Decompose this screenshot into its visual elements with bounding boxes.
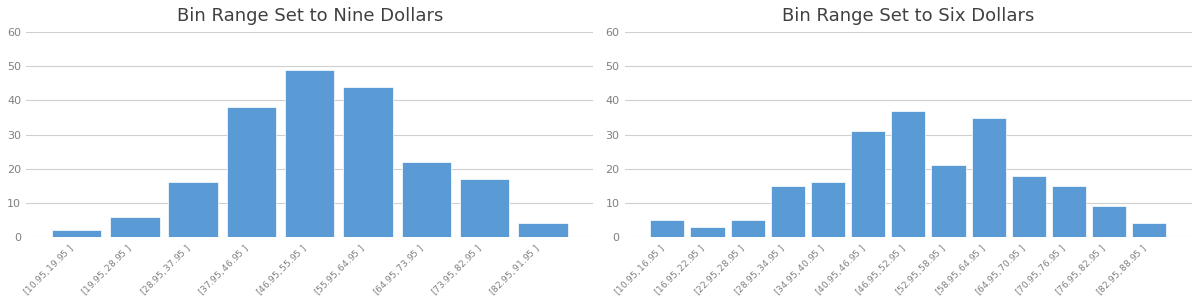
Bar bbox=[1092, 206, 1126, 237]
Bar bbox=[343, 87, 393, 237]
Bar bbox=[227, 107, 276, 237]
Bar bbox=[1132, 224, 1167, 237]
Bar bbox=[851, 131, 885, 237]
Bar bbox=[52, 230, 101, 237]
Bar bbox=[168, 182, 218, 237]
Bar bbox=[730, 220, 765, 237]
Bar bbox=[932, 165, 965, 237]
Bar bbox=[518, 224, 567, 237]
Bar bbox=[110, 217, 159, 237]
Bar bbox=[891, 111, 926, 237]
Bar bbox=[650, 220, 685, 237]
Bar bbox=[285, 70, 335, 237]
Bar bbox=[402, 162, 451, 237]
Title: Bin Range Set to Nine Dollars: Bin Range Set to Nine Dollars bbox=[176, 7, 442, 25]
Bar bbox=[811, 182, 845, 237]
Bar bbox=[691, 227, 724, 237]
Bar bbox=[971, 117, 1006, 237]
Bar bbox=[1052, 186, 1086, 237]
Bar bbox=[771, 186, 805, 237]
Bar bbox=[1012, 176, 1046, 237]
Bar bbox=[459, 179, 510, 237]
Title: Bin Range Set to Six Dollars: Bin Range Set to Six Dollars bbox=[782, 7, 1035, 25]
